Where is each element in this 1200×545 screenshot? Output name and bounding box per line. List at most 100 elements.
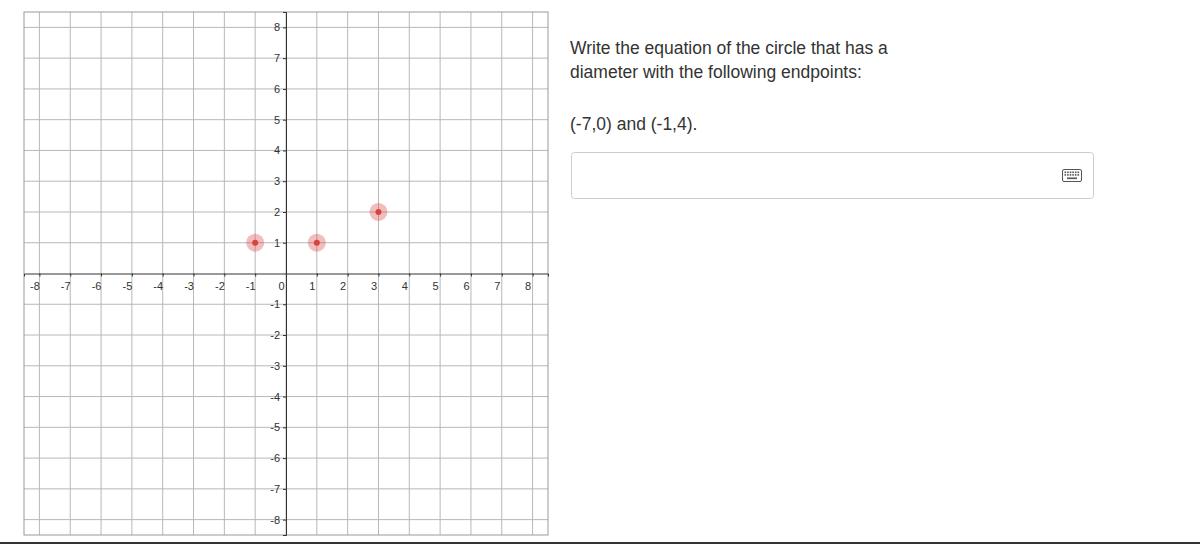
x-tick-label: -6 [92, 280, 102, 292]
y-tick-label: -7 [270, 483, 280, 495]
y-tick: 1 [274, 237, 286, 249]
x-tick: 7 [494, 274, 502, 293]
x-tick-mark [101, 274, 102, 277]
y-tick-mark [283, 120, 286, 121]
keyboard-key[interactable] [1072, 172, 1074, 174]
x-tick-label: -2 [215, 280, 225, 292]
x-tick-label: 8 [525, 280, 531, 292]
y-tick-mark [283, 489, 286, 490]
y-tick-mark [283, 181, 286, 182]
x-tick-mark [163, 274, 164, 277]
x-tick-label: -5 [122, 280, 132, 292]
x-tick-mark [502, 274, 503, 277]
y-tick: 7 [274, 52, 286, 64]
y-tick: -2 [270, 329, 286, 341]
y-tick: 8 [274, 21, 286, 33]
annotation: (-7,0) and (-1,4). [570, 114, 697, 134]
annotation: diameter with the following endpoints: [570, 62, 862, 82]
question: Write the equation of the circle that ha… [570, 38, 888, 134]
keyboard-icon[interactable] [1063, 170, 1082, 182]
x-tick-label: -7 [61, 280, 71, 292]
y-tick-mark [283, 397, 286, 398]
keyboard-key[interactable] [1065, 174, 1067, 176]
y-axis-line [283, 13, 287, 536]
x-tick-mark [348, 274, 349, 277]
point [252, 240, 258, 246]
x-tick-label: 5 [433, 280, 439, 292]
y-tick-mark [283, 366, 286, 367]
y-tick-label: 7 [274, 52, 280, 64]
keyboard-key[interactable] [1065, 172, 1067, 174]
keyboard-key[interactable] [1075, 172, 1077, 174]
keyboard-key[interactable] [1072, 174, 1074, 176]
point-halo [369, 203, 387, 221]
y-tick-label: 3 [274, 175, 280, 187]
x-tick: -5 [122, 274, 132, 293]
x-tick-label: 0 [278, 280, 284, 292]
point-halo [308, 234, 326, 252]
answer-input[interactable] [572, 153, 1094, 199]
y-tick: 5 [274, 114, 286, 126]
y-tick-label: -3 [270, 360, 280, 372]
y-tick-mark [283, 427, 286, 428]
keyboard-key[interactable] [1075, 174, 1077, 176]
y-tick: 6 [274, 83, 286, 95]
keyboard-space[interactable] [1067, 178, 1077, 180]
y-tick-label: -5 [270, 421, 280, 433]
x-tick: 2 [340, 274, 348, 293]
x-tick: 5 [433, 274, 441, 293]
point [314, 240, 320, 246]
x-tick: 1 [309, 274, 317, 293]
y-tick: 3 [274, 175, 286, 187]
y-tick-label: 8 [274, 21, 280, 33]
x-tick-label: 6 [463, 280, 469, 292]
annotation: Write the equation of the circle that ha… [570, 38, 888, 58]
y-axis: -8-7-6-5-4-3-2-112345678 [270, 13, 286, 536]
x-tick: -6 [92, 274, 102, 293]
keyboard-key[interactable] [1070, 172, 1072, 174]
x-tick-mark [39, 274, 40, 277]
x-tick: 0 [278, 274, 286, 293]
keyboard-button[interactable] [1063, 170, 1082, 182]
y-tick-label: -8 [270, 514, 280, 526]
x-tick-mark [409, 274, 410, 277]
chart: -8-7-6-5-4-3-2-1012345678-8-7-6-5-4-3-2-… [0, 0, 1200, 545]
y-tick: -8 [270, 514, 286, 526]
x-tick-mark [440, 274, 441, 277]
grid [24, 12, 548, 535]
x-tick: -3 [184, 274, 194, 293]
y-tick-mark [283, 27, 286, 28]
x-tick-label: 4 [402, 280, 408, 292]
x-tick-label: 2 [340, 280, 346, 292]
y-tick-mark [283, 520, 286, 521]
x-tick-mark [255, 274, 256, 277]
x-tick-label: 3 [371, 280, 377, 292]
keyboard-key[interactable] [1078, 174, 1080, 176]
x-tick-mark [317, 274, 318, 277]
y-tick-label: -4 [270, 391, 280, 403]
x-tick: -4 [153, 274, 163, 293]
y-tick-mark [283, 89, 286, 90]
x-tick: 6 [463, 274, 471, 293]
x-tick-mark [471, 274, 472, 277]
keyboard-key[interactable] [1070, 174, 1072, 176]
x-tick-mark [194, 274, 195, 277]
plot-background [24, 12, 548, 535]
page-border [0, 542, 1200, 544]
x-tick: 3 [371, 274, 379, 293]
y-tick-mark [283, 150, 286, 151]
y-tick-mark [283, 212, 286, 213]
keyboard-key[interactable] [1067, 172, 1069, 174]
y-tick-label: -6 [270, 452, 280, 464]
y-tick-label: -2 [270, 329, 280, 341]
x-tick: -1 [246, 274, 256, 293]
x-tick: -7 [61, 274, 71, 293]
y-tick: 4 [274, 144, 286, 156]
y-tick-label: 5 [274, 114, 280, 126]
keyboard-key[interactable] [1078, 172, 1080, 174]
y-tick: -3 [270, 360, 286, 372]
x-tick-mark [70, 274, 71, 277]
y-tick-mark [283, 304, 286, 305]
keyboard-key[interactable] [1067, 174, 1069, 176]
x-tick-label: -4 [153, 280, 163, 292]
